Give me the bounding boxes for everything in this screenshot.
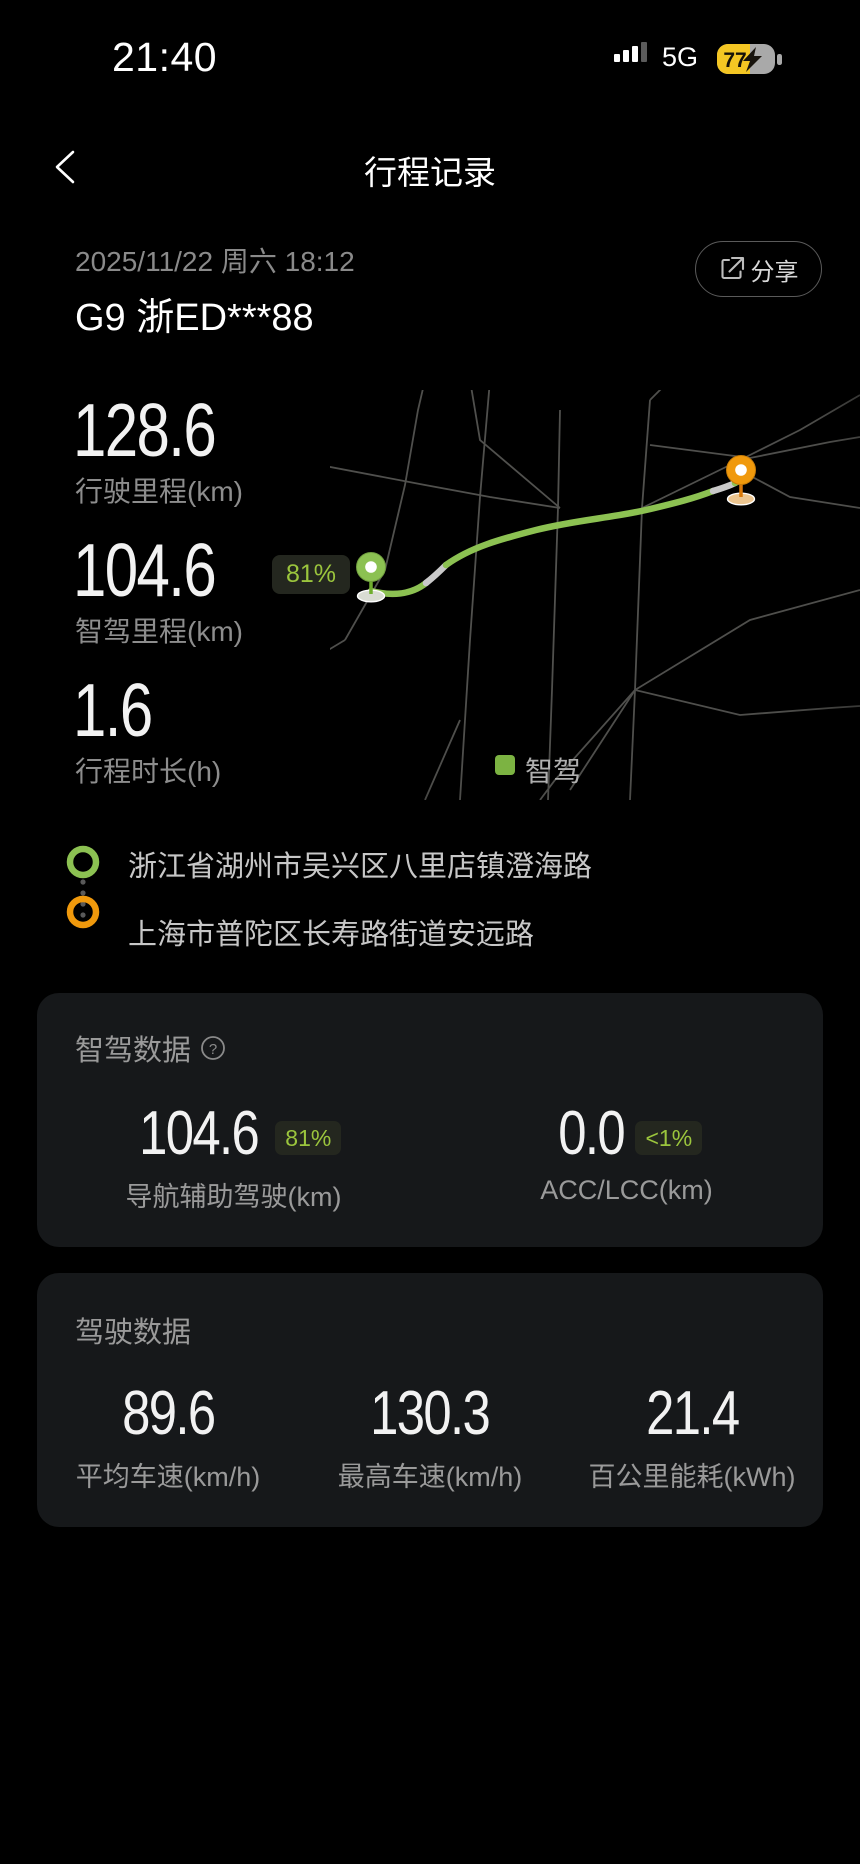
svg-text:?: ? [209, 1041, 217, 1058]
svg-text:77: 77 [723, 49, 746, 72]
